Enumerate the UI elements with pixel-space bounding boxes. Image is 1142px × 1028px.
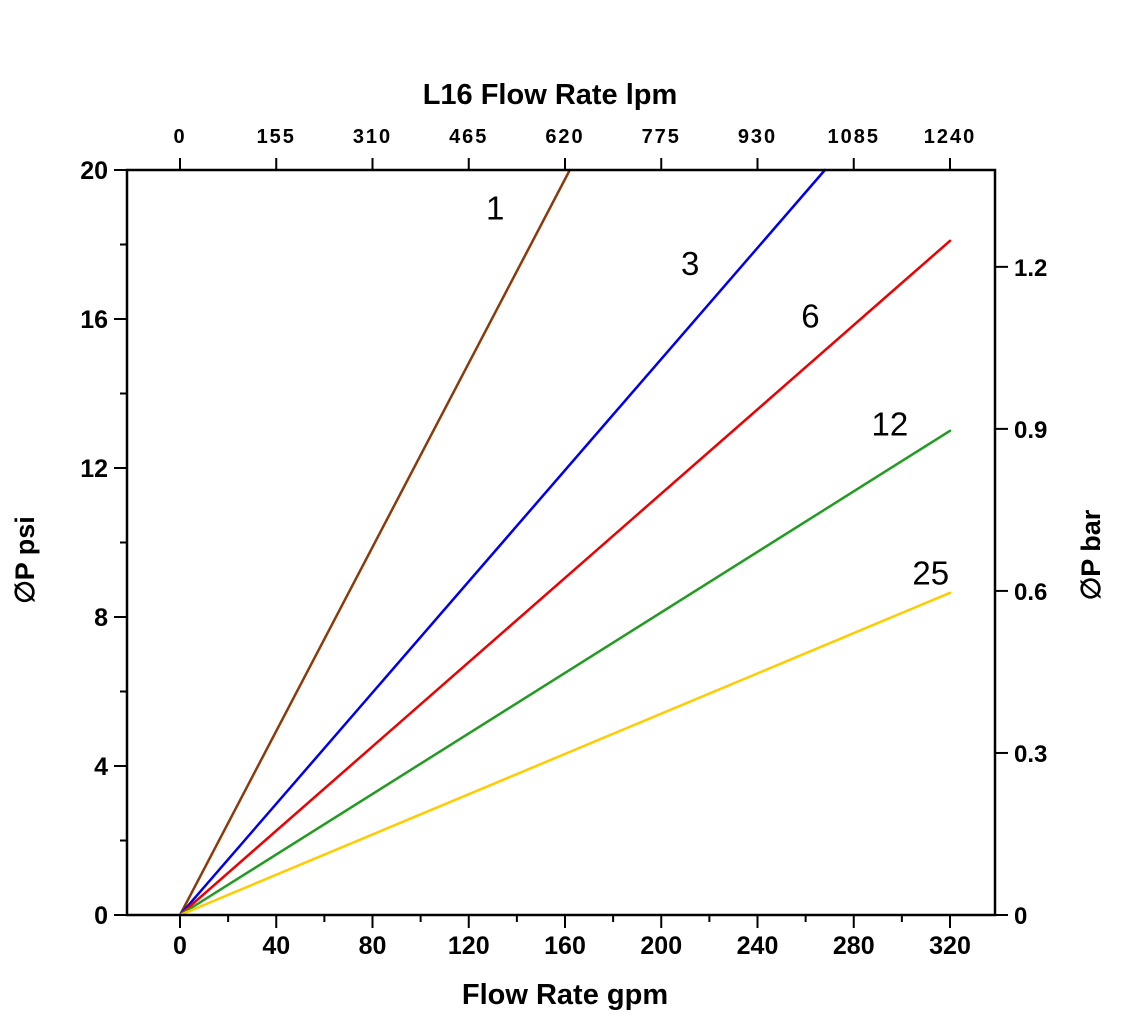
series-line-3 xyxy=(178,168,827,917)
left-tick-label: 0 xyxy=(94,902,108,930)
right-tick-label: 0.6 xyxy=(1014,579,1047,606)
series-line-6 xyxy=(178,239,952,917)
right-tick-label: 0 xyxy=(1014,903,1027,930)
bottom-tick-label: 80 xyxy=(359,932,387,960)
series-line-25 xyxy=(178,591,952,917)
top-tick-label: 930 xyxy=(738,126,777,148)
top-tick-label: 1085 xyxy=(828,126,881,148)
axis-ticks xyxy=(114,158,1008,928)
plot-border xyxy=(125,168,997,917)
series-line-1 xyxy=(178,168,572,917)
bottom-tick-label: 0 xyxy=(173,932,187,960)
bottom-tick-label: 320 xyxy=(929,932,971,960)
top-tick-label: 155 xyxy=(257,126,296,148)
right-tick-label: 0.9 xyxy=(1014,417,1047,444)
series-label-25: 25 xyxy=(912,554,949,591)
left-tick-label: 16 xyxy=(80,306,108,334)
top-tick-label: 775 xyxy=(642,126,681,148)
bottom-axis-title: Flow Rate gpm xyxy=(462,979,668,1011)
left-tick-label: 8 xyxy=(94,604,108,632)
series-label-12: 12 xyxy=(871,405,908,442)
left-tick-label: 12 xyxy=(80,455,108,483)
top-axis-title: L16 Flow Rate lpm xyxy=(423,79,678,111)
left-axis-title: ∅P psi xyxy=(10,516,40,604)
right-tick-label: 0.3 xyxy=(1014,741,1047,768)
series-label-3: 3 xyxy=(681,245,699,282)
series-labels: 1 3 6 12 25 xyxy=(486,189,949,591)
left-tick-label: 20 xyxy=(80,157,108,185)
bottom-tick-label: 40 xyxy=(262,932,290,960)
bottom-tick-label: 160 xyxy=(544,932,586,960)
top-tick-label: 465 xyxy=(449,126,488,148)
bottom-tick-label: 200 xyxy=(640,932,682,960)
plot-frame xyxy=(125,168,997,917)
series-label-6: 6 xyxy=(801,297,819,334)
top-tick-label: 1240 xyxy=(924,126,977,148)
series-lines xyxy=(178,168,952,917)
series-line-12 xyxy=(178,429,952,917)
series-label-1: 1 xyxy=(486,189,504,226)
right-tick-label: 1.2 xyxy=(1014,255,1047,282)
left-tick-label: 4 xyxy=(94,753,108,781)
bottom-tick-label: 240 xyxy=(737,932,779,960)
top-tick-label: 310 xyxy=(353,126,392,148)
right-axis-title: ∅P bar xyxy=(1076,509,1106,600)
bottom-tick-label: 280 xyxy=(833,932,875,960)
top-tick-label: 0 xyxy=(173,126,186,148)
top-tick-label: 620 xyxy=(545,126,584,148)
bottom-tick-label: 120 xyxy=(448,932,490,960)
